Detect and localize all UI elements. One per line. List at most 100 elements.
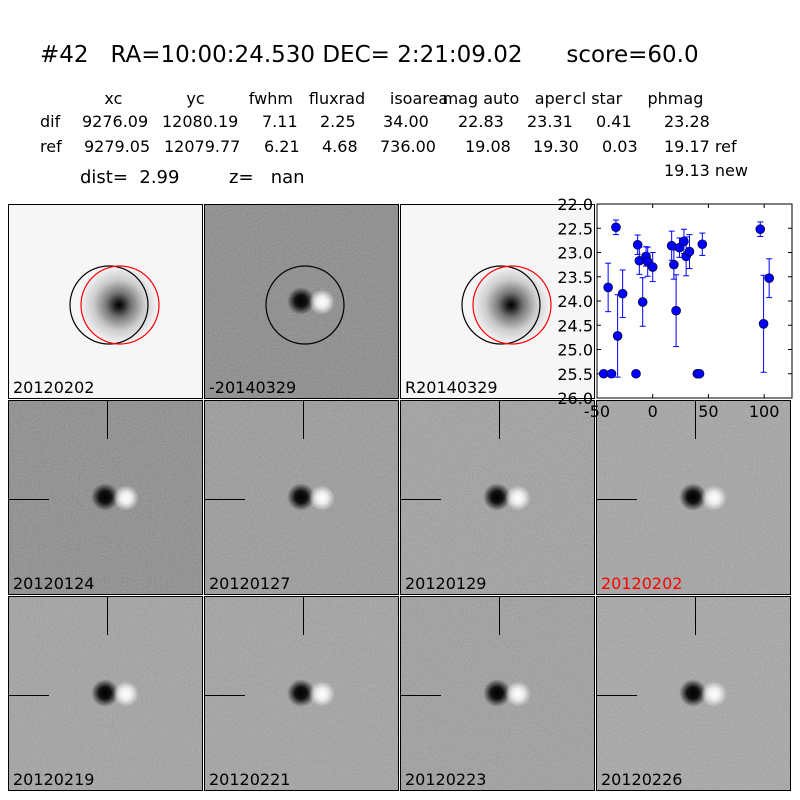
column-header: fwhm <box>248 89 293 108</box>
image-stamp[interactable]: 20120124 <box>8 400 203 595</box>
crosshair-horizontal <box>205 499 245 500</box>
column-header: isoarea <box>389 89 449 108</box>
image-stamp[interactable]: R20140329 <box>400 204 595 399</box>
aperture-circle <box>472 265 552 345</box>
image-stamp[interactable]: 20120202 <box>596 400 791 595</box>
stamp-label: 20120219 <box>13 770 95 789</box>
table-cell: 19.17 ref <box>664 137 737 156</box>
image-stamp[interactable]: 20120127 <box>204 400 399 595</box>
column-header: yc <box>186 89 205 108</box>
stamp-label: -20140329 <box>209 378 297 397</box>
table-cell: 23.28 <box>664 112 710 131</box>
data-point <box>679 236 689 247</box>
table-cell: 7.11 <box>262 112 298 131</box>
data-point <box>603 282 613 293</box>
aperture-circle <box>69 265 149 345</box>
y-tick-label: 26.0 <box>557 389 593 408</box>
table-cell: 19.08 <box>465 137 511 156</box>
crosshair-vertical <box>303 401 304 439</box>
figure-title: #42 RA=10:00:24.530 DEC= 2:21:09.02 scor… <box>40 42 699 68</box>
y-tick-label: 23.5 <box>557 268 593 287</box>
aperture-circle <box>265 265 345 345</box>
aperture-circles <box>461 265 552 345</box>
table-cell: 6.21 <box>264 137 300 156</box>
image-stamp[interactable]: -20140329 <box>204 204 399 399</box>
data-point <box>647 262 658 272</box>
crosshair-horizontal <box>401 499 441 500</box>
table-cell: 9276.09 <box>82 112 149 131</box>
crosshair-horizontal <box>9 499 49 500</box>
data-point <box>669 259 679 270</box>
data-point <box>617 288 628 299</box>
data-point <box>671 305 681 316</box>
crosshair-vertical <box>695 401 696 439</box>
image-stamp[interactable]: 20120223 <box>400 596 595 791</box>
aperture-circle <box>461 265 541 345</box>
stamp-label: 20120202 <box>601 574 683 593</box>
data-point <box>697 239 708 250</box>
y-tick-label: 24.5 <box>557 316 593 335</box>
table-cell: 12079.77 <box>164 137 241 156</box>
data-point <box>632 239 643 250</box>
y-tick-label: 22.0 <box>557 195 593 214</box>
crosshair-vertical <box>303 597 304 635</box>
y-tick-label: 22.5 <box>557 219 593 238</box>
column-header: phmag <box>647 89 704 108</box>
column-header: fluxrad <box>308 89 366 108</box>
image-stamp[interactable]: 20120219 <box>8 596 203 791</box>
data-point <box>666 240 677 251</box>
crosshair-vertical <box>499 401 500 439</box>
data-point <box>758 318 769 329</box>
table-cell: 22.83 <box>458 112 504 131</box>
stamp-label: 20120202 <box>13 378 95 397</box>
image-stamp[interactable]: 20120226 <box>596 596 791 791</box>
data-point <box>694 368 705 379</box>
table-cell: 19.30 <box>533 137 579 156</box>
x-tick-label: 50 <box>698 402 718 420</box>
image-stamp[interactable]: 20120221 <box>204 596 399 791</box>
stamp-label: 20120129 <box>405 574 487 593</box>
data-point <box>637 297 648 307</box>
y-tick-label: 25.5 <box>557 365 593 384</box>
stamp-label: 20120223 <box>405 770 487 789</box>
column-header: mag auto <box>442 89 520 108</box>
phmag-new: 19.13 new <box>664 161 748 180</box>
stamp-label: 20120226 <box>601 770 683 789</box>
data-point <box>611 222 621 233</box>
x-tick-label: 0 <box>648 402 658 420</box>
data-point <box>755 224 766 235</box>
column-header: aper <box>534 89 572 108</box>
image-stamp[interactable]: 20120129 <box>400 400 595 595</box>
column-header: xc <box>104 89 123 108</box>
image-stamp[interactable]: 20120202 <box>8 204 203 399</box>
table-cell: 0.41 <box>596 112 632 131</box>
crosshair-horizontal <box>205 695 245 696</box>
table-cell: 736.00 <box>380 137 436 156</box>
table-cell: 12080.19 <box>162 112 239 131</box>
bright-residual <box>309 289 335 315</box>
stamp-label: 20120124 <box>13 574 95 593</box>
bright-residual <box>701 681 727 707</box>
crosshair-vertical <box>695 597 696 635</box>
aperture-circles <box>69 265 160 345</box>
bright-residual <box>701 485 727 511</box>
stamp-label: 20120127 <box>209 574 291 593</box>
bright-residual <box>505 681 531 707</box>
bright-residual <box>309 681 335 707</box>
light-curve-plot: 22.0 22.5 23.0 23.5 24.0 24.5 25.0 25.5 26.0-50 0… <box>557 195 793 420</box>
bright-residual <box>113 485 139 511</box>
bright-residual <box>309 485 335 511</box>
column-header: cl star <box>572 89 623 108</box>
crosshair-vertical <box>499 597 500 635</box>
table-cell: 34.00 <box>383 112 429 131</box>
data-point <box>612 331 623 341</box>
stamp-label: R20140329 <box>405 378 498 397</box>
x-tick-label: -50 <box>584 402 610 420</box>
crosshair-horizontal <box>597 499 637 500</box>
crosshair-horizontal <box>401 695 441 696</box>
y-tick-label: 25.0 <box>557 341 593 360</box>
table-cell: 9279.05 <box>84 137 151 156</box>
bright-residual <box>113 681 139 707</box>
crosshair-vertical <box>107 401 108 439</box>
crosshair-vertical <box>107 597 108 635</box>
